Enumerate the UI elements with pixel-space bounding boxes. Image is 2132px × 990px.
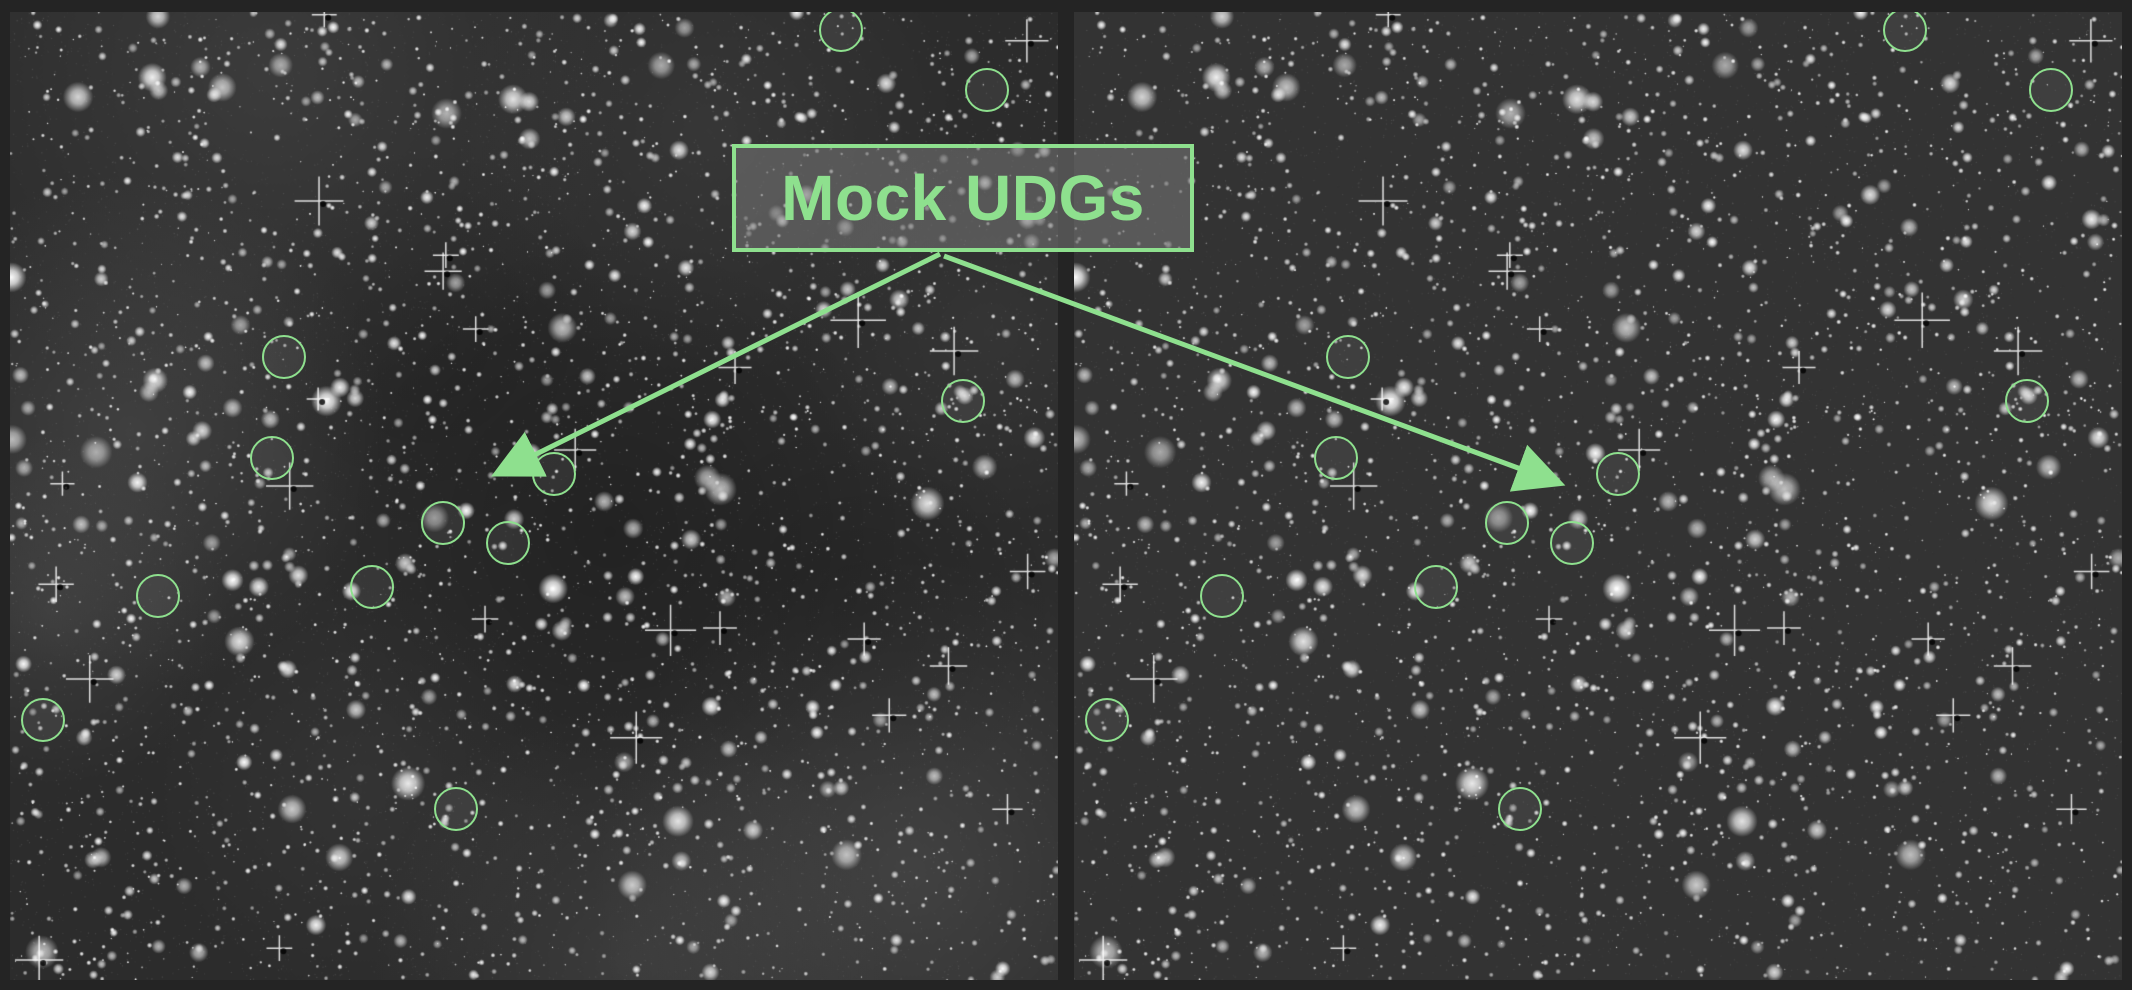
udg-marker-circle — [941, 379, 985, 423]
mock-udgs-label-box: Mock UDGs — [732, 144, 1194, 252]
udg-marker-circle — [421, 501, 465, 545]
udg-marker-circle — [1326, 335, 1370, 379]
udg-marker-circle — [1596, 452, 1640, 496]
udg-marker-circle — [1200, 574, 1244, 618]
udg-marker-circle — [1414, 565, 1458, 609]
udg-marker-circle — [1883, 12, 1927, 52]
udg-marker-circle — [21, 698, 65, 742]
udg-marker-circle — [250, 436, 294, 480]
udg-markers-right — [1085, 12, 2073, 831]
udg-marker-circle — [1498, 787, 1542, 831]
udg-marker-circle — [262, 335, 306, 379]
udg-marker-circle — [965, 68, 1009, 112]
udg-marker-circle — [434, 787, 478, 831]
udg-marker-circle — [486, 521, 530, 565]
udg-marker-circle — [350, 565, 394, 609]
star-field-right — [1074, 12, 2122, 980]
udg-marker-circle — [1314, 436, 1358, 480]
sky-image-right — [1074, 12, 2122, 980]
udg-marker-circle — [1485, 501, 1529, 545]
udg-marker-circle — [1085, 698, 1129, 742]
udg-marker-circle — [532, 452, 576, 496]
udg-marker-circle — [136, 574, 180, 618]
udg-marker-circle — [1550, 521, 1594, 565]
udg-marker-circle — [2029, 68, 2073, 112]
udg-marker-circle — [2005, 379, 2049, 423]
mock-udgs-label: Mock UDGs — [781, 162, 1145, 234]
udg-marker-circle — [819, 12, 863, 52]
